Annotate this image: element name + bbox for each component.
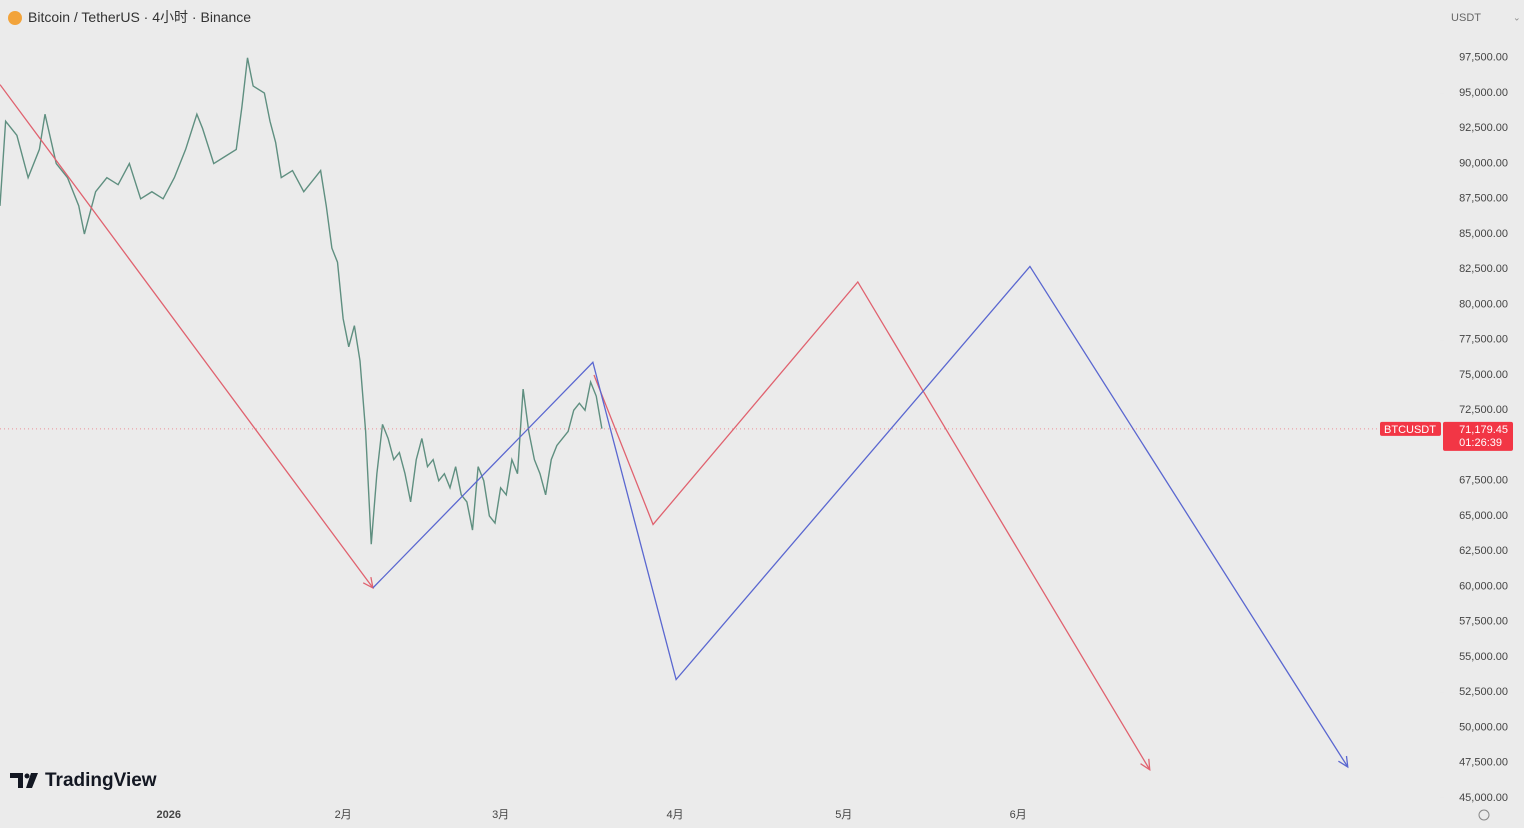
y-tick-label: 62,500.00 xyxy=(1459,545,1508,557)
exchange: Binance xyxy=(201,9,252,25)
y-tick-label: 80,000.00 xyxy=(1459,298,1508,310)
y-tick-label: 90,000.00 xyxy=(1459,157,1508,169)
trend-drawing xyxy=(372,265,1349,768)
y-tick-label: 67,500.00 xyxy=(1459,475,1508,487)
x-tick-label: 3月 xyxy=(492,809,509,821)
trend-drawing xyxy=(0,84,1151,771)
ticker-label: BTCUSDT xyxy=(1384,424,1436,436)
separator: · xyxy=(140,9,152,25)
settings-icon[interactable] xyxy=(1478,809,1490,821)
y-tick-label: 55,000.00 xyxy=(1459,651,1508,663)
y-tick-label: 97,500.00 xyxy=(1459,52,1508,64)
last-price-label: 71,179.45 xyxy=(1459,424,1508,436)
y-tick-label: 85,000.00 xyxy=(1459,228,1508,240)
y-tick-label: 45,000.00 xyxy=(1459,792,1508,804)
logo-mark xyxy=(10,773,23,788)
price-line xyxy=(0,57,603,545)
chart-header: Bitcoin / TetherUS · 4小时 · Binance xyxy=(28,9,251,25)
currency[interactable]: USDT xyxy=(1451,12,1481,24)
last-price-badge xyxy=(1443,421,1513,451)
y-tick-label: 92,500.00 xyxy=(1459,122,1508,134)
x-tick-label: 2026 xyxy=(157,809,181,821)
x-tick-label: 6月 xyxy=(1010,809,1027,821)
arrow-head xyxy=(1338,755,1349,769)
symbol-icon xyxy=(8,11,22,25)
symbol: Bitcoin / TetherUS xyxy=(28,9,140,25)
y-tick-label: 77,500.00 xyxy=(1459,334,1508,346)
logo-mark xyxy=(26,773,38,788)
brand: TradingView xyxy=(45,770,157,791)
y-tick-label: 87,500.00 xyxy=(1459,193,1508,205)
separator: · xyxy=(188,9,200,25)
y-tick-label: 52,500.00 xyxy=(1459,686,1508,698)
y-tick-label: 65,000.00 xyxy=(1459,510,1508,522)
y-tick-label: 82,500.00 xyxy=(1459,263,1508,275)
interval: 4小时 xyxy=(152,9,188,25)
ticker-badge xyxy=(1380,421,1441,436)
currency-caret[interactable]: ⌄ xyxy=(1513,12,1521,22)
y-tick-label: 57,500.00 xyxy=(1459,616,1508,628)
logo-mark xyxy=(24,773,30,779)
y-tick-label: 60,000.00 xyxy=(1459,580,1508,592)
y-tick-label: 95,000.00 xyxy=(1459,87,1508,99)
countdown: 01:26:39 xyxy=(1459,437,1502,449)
y-tick-label: 50,000.00 xyxy=(1459,721,1508,733)
y-tick-label: 75,000.00 xyxy=(1459,369,1508,381)
y-tick-label: 72,500.00 xyxy=(1459,404,1508,416)
x-tick-label: 5月 xyxy=(835,809,852,821)
x-tick-label: 4月 xyxy=(666,809,683,821)
x-tick-label: 2月 xyxy=(335,809,352,821)
y-tick-label: 47,500.00 xyxy=(1459,757,1508,769)
arrow-head xyxy=(1140,758,1151,772)
brand-logo xyxy=(10,773,38,788)
